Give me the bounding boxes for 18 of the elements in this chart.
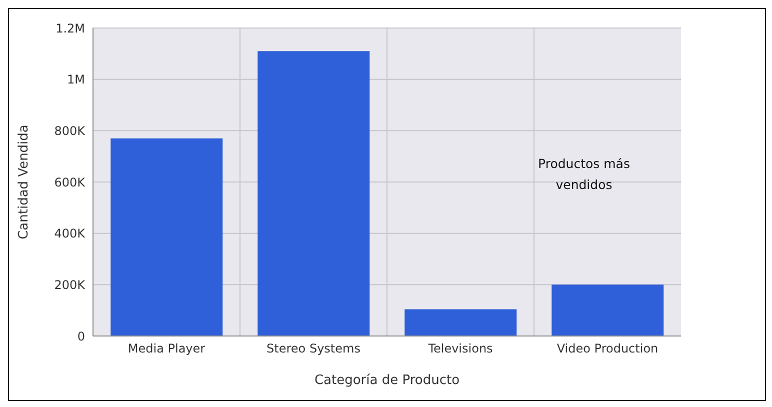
y-axis-title: Cantidad Vendida bbox=[16, 124, 32, 240]
bar bbox=[258, 51, 370, 336]
y-tick-label: 1M bbox=[67, 72, 85, 87]
x-axis-title: Categoría de Producto bbox=[314, 373, 460, 388]
y-tick-label: 0 bbox=[77, 329, 85, 344]
bar bbox=[552, 284, 664, 336]
x-tick-label: Televisions bbox=[427, 342, 493, 356]
y-tick-label: 1.2M bbox=[56, 21, 85, 36]
y-tick-label: 600K bbox=[54, 175, 86, 190]
x-tick-label: Video Production bbox=[556, 342, 658, 356]
x-tick-label: Media Player bbox=[128, 342, 206, 356]
x-tick-label: Stereo Systems bbox=[266, 342, 360, 356]
annotation: Productos más vendidos bbox=[537, 155, 631, 194]
bar bbox=[404, 309, 517, 336]
y-tick-label: 200K bbox=[54, 278, 86, 292]
y-tick-label: 400K bbox=[54, 226, 86, 241]
bar bbox=[110, 138, 223, 336]
y-tick-label: 800K bbox=[54, 124, 86, 138]
